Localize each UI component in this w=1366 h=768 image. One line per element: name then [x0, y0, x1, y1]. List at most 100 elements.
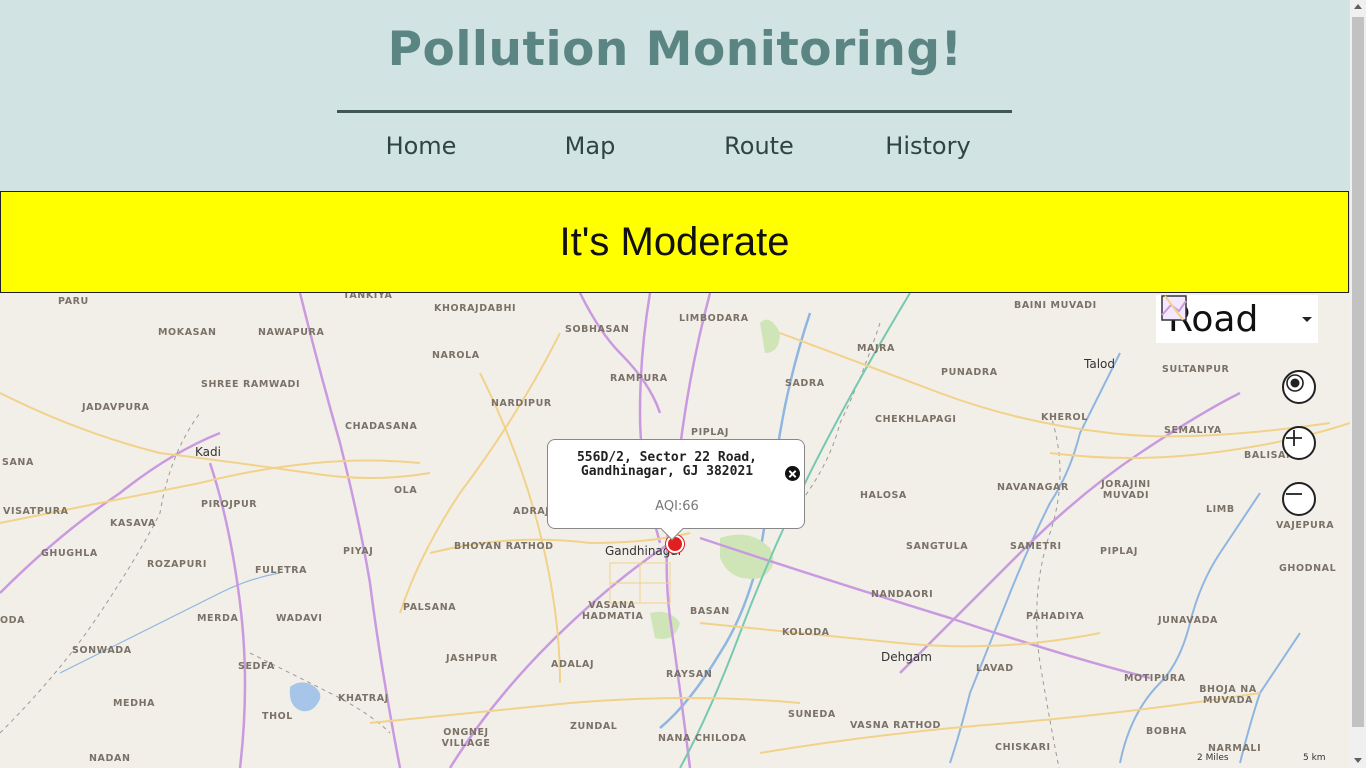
place-label: HALOSA	[860, 490, 907, 501]
place-label: SANA	[2, 457, 34, 468]
place-label: NAWAPURA	[258, 327, 325, 338]
place-label: VAJEPURA	[1276, 520, 1335, 531]
place-label: RAMPURA	[610, 373, 668, 384]
lake-shape	[289, 682, 321, 712]
road-e	[699, 622, 1101, 648]
nav-map[interactable]: Map	[564, 132, 616, 160]
city-label: Gandhinagar	[605, 544, 683, 558]
nav-home[interactable]: Home	[385, 132, 457, 160]
place-label: SEDFA	[238, 661, 275, 672]
place-label: VASANA HADMATIA	[582, 600, 644, 622]
place-label: BHOYAN RATHOD	[454, 541, 554, 552]
place-label: MOTIPURA	[1124, 673, 1186, 684]
highway-6	[208, 462, 247, 768]
place-label: KASAVA	[110, 518, 156, 529]
road-c	[429, 532, 691, 554]
place-label: JUNAVADA	[1158, 615, 1219, 626]
place-label: NAVANAGAR	[997, 482, 1069, 493]
locate-me-button[interactable]	[1282, 370, 1316, 404]
map-style-selector[interactable]: Road	[1156, 295, 1318, 343]
road-d	[779, 332, 1331, 438]
place-label: JASHPUR	[446, 653, 498, 664]
place-label: TANKIYA	[343, 293, 393, 301]
highway-2	[578, 293, 662, 414]
zoom-out-button[interactable]	[1282, 482, 1316, 516]
place-label: MOKASAN	[158, 327, 217, 338]
river-far-east	[1119, 492, 1261, 764]
place-label: PARU	[58, 296, 89, 307]
map-style-icon	[1161, 295, 1187, 321]
close-icon[interactable]	[785, 466, 800, 481]
place-label: CHISKARI	[995, 742, 1051, 753]
place-label: PIYAJ	[343, 546, 374, 557]
place-label: CHEKHLAPAGI	[875, 414, 957, 425]
place-label: BAINI MUVADI	[1014, 300, 1097, 311]
nav-history[interactable]: History	[885, 132, 971, 160]
air-quality-banner: It's Moderate	[0, 191, 1349, 293]
map-view[interactable]: PARU TANKIYA KHORAJDABHI LIMBODARA BAINI…	[0, 293, 1350, 768]
place-label: GHODNAL	[1279, 563, 1337, 574]
road-a	[0, 392, 431, 479]
highway-1	[298, 293, 402, 768]
place-label: ADRAJ	[513, 506, 550, 517]
place-label: NAROLA	[432, 350, 480, 361]
locate-me-icon	[1286, 374, 1304, 392]
city-label: Kadi	[195, 445, 221, 459]
place-label: VASNA RATHOD	[850, 720, 942, 731]
highway-4	[448, 541, 671, 768]
rail-line	[679, 293, 911, 768]
place-label: MEDHA	[113, 698, 156, 709]
place-label: KOLODA	[782, 627, 830, 638]
zoom-in-button[interactable]	[1282, 426, 1316, 460]
place-label: JADAVPURA	[82, 402, 150, 413]
district-boundary-north	[799, 322, 881, 504]
place-label: LIMB	[1206, 504, 1235, 515]
popup-address-line2: Gandhinagar, GJ 382021	[580, 464, 754, 479]
place-label: BOBHA	[1146, 726, 1187, 737]
place-label: KHATRAJ	[338, 693, 389, 704]
road-f	[479, 372, 561, 684]
place-label: SOBHASAN	[565, 324, 630, 335]
scroll-up-arrow-icon[interactable]	[1354, 4, 1362, 9]
place-label: ONGNEJ VILLAGE	[441, 727, 491, 749]
location-popup: 556D/2, Sector 22 Road, Gandhinagar, GJ …	[547, 439, 805, 541]
popup-address-line1: 556D/2, Sector 22 Road,	[576, 450, 757, 465]
city-label: Talod	[1084, 357, 1115, 371]
highway-8	[899, 391, 1241, 674]
road-g	[369, 697, 801, 724]
site-title: Pollution Monitoring!	[387, 22, 963, 77]
place-label: NARMALI	[1208, 743, 1262, 754]
place-label: SANGTULA	[906, 541, 969, 552]
place-label: BALISANA	[1244, 450, 1303, 461]
place-label: SEMALIYA	[1164, 425, 1222, 436]
place-label: BHOJA NA MUVADA	[1199, 684, 1257, 706]
main-nav: Home Map Route History	[337, 132, 1012, 164]
place-label: SULTANPUR	[1162, 364, 1230, 375]
scale-km: 5 km	[1303, 753, 1326, 763]
park-east	[720, 534, 774, 579]
place-label: SUNEDA	[788, 709, 836, 720]
place-label: SADRA	[785, 378, 825, 389]
park-north	[760, 319, 780, 353]
place-label: NANDAORI	[871, 589, 934, 600]
place-label: LAVAD	[976, 663, 1014, 674]
nav-route[interactable]: Route	[724, 132, 794, 160]
place-label: VISATPURA	[3, 506, 69, 517]
place-label: ADALAJ	[551, 659, 595, 670]
zoom-in-icon	[1286, 430, 1302, 446]
district-boundary-west	[0, 412, 201, 734]
zoom-out-icon	[1286, 493, 1302, 495]
place-label: NANA CHILODA	[658, 733, 747, 744]
scroll-down-arrow-icon[interactable]	[1354, 758, 1362, 763]
scrollbar-thumb[interactable]	[1352, 17, 1364, 727]
place-label: SHREE RAMWADI	[201, 379, 301, 390]
place-label: NADAN	[89, 753, 131, 764]
place-label: JORAJINI MUVADI	[1101, 479, 1151, 501]
place-label: GHUGHLA	[41, 548, 98, 559]
air-quality-status: It's Moderate	[559, 220, 790, 264]
place-label: PAHADIYA	[1026, 611, 1085, 622]
place-label: KHEROL	[1041, 412, 1088, 423]
place-label: SONWADA	[72, 645, 132, 656]
title-divider	[337, 110, 1012, 113]
place-label: ROZAPURI	[147, 559, 207, 570]
